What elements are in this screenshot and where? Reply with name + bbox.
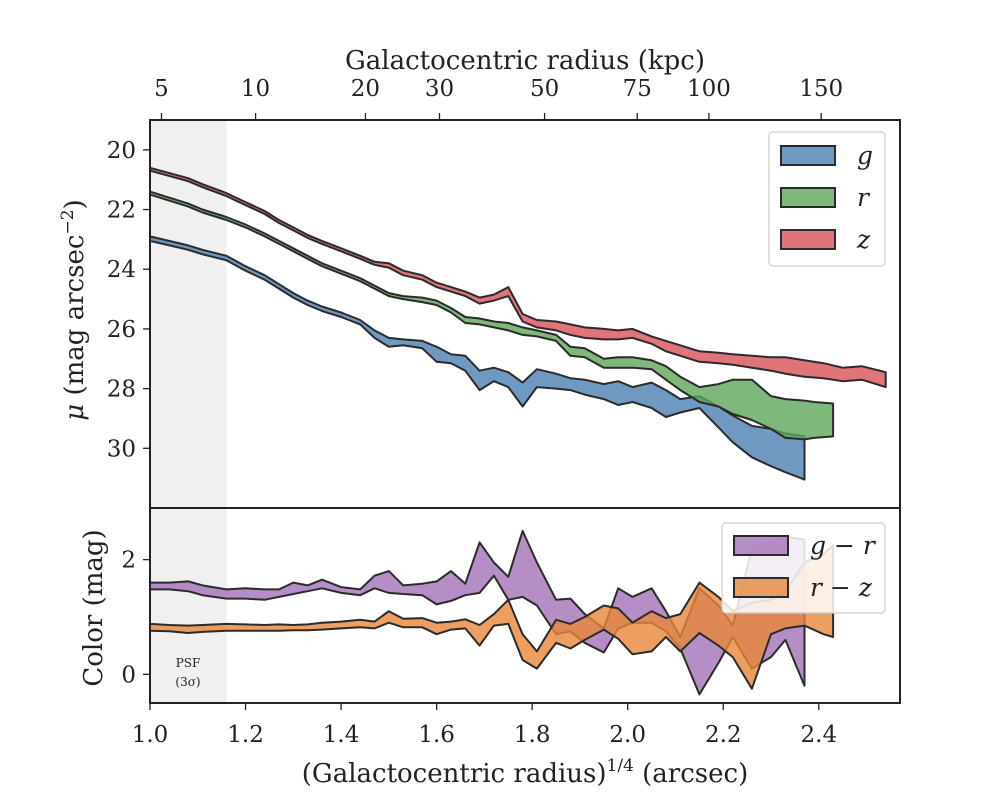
x-tick-label: 2.2 — [705, 722, 742, 748]
x-tick-label: 2.4 — [801, 722, 838, 748]
ylabel-close: ) — [60, 199, 90, 209]
legend-swatch-gr — [733, 535, 789, 556]
bottom-panel-frame — [149, 507, 901, 704]
y-tick-label: 20 — [107, 138, 136, 164]
surface-brightness-band-g — [149, 235, 806, 481]
surface-brightness-band-z — [149, 166, 887, 389]
xlabel-text: (Galactocentric radius) — [302, 759, 607, 789]
psf-shaded-region — [150, 120, 227, 508]
color-panel: 02 1.0 1.2 1.4 1.6 1.8 2.0 2.2 2.4 Color (mag) … — [79, 507, 901, 789]
mu-symbol: μ — [60, 404, 90, 421]
top-x-tick-label: 10 — [241, 76, 270, 102]
color-band-rz — [149, 544, 835, 690]
bottom-legend: g − r r − z — [721, 522, 886, 614]
y-tick-label: 30 — [107, 436, 136, 462]
psf-shaded-region — [150, 508, 227, 703]
top-x-tick-label: 75 — [623, 76, 652, 102]
top-x-tick-label: 100 — [687, 76, 731, 102]
y-tick-label: 26 — [107, 317, 136, 343]
color-axis-label: Color (mag) — [79, 529, 109, 686]
x-tick-label: 1.4 — [323, 722, 360, 748]
color-band-gr — [149, 529, 806, 696]
top-x-tick-label: 150 — [799, 76, 843, 102]
legend-label: g — [857, 141, 873, 170]
xlabel-exponent: 1/4 — [607, 756, 634, 776]
top-x-tick-label: 50 — [530, 76, 559, 102]
surface-brightness-panel: 20 22 24 26 28 30 5 10 20 30 50 75 100 150 Galactoce… — [58, 46, 901, 509]
x-tick-label: 2.0 — [609, 722, 646, 748]
x-tick-label: 1.8 — [514, 722, 551, 748]
surface-brightness-band-r — [149, 190, 835, 441]
y-tick-label: 28 — [107, 377, 136, 403]
legend-label: g − r — [810, 531, 877, 560]
surface-brightness-axis-label: μ (mag arcsec−2) — [58, 199, 90, 420]
legend-swatch-g — [780, 145, 836, 166]
ylabel-text: (mag arcsec — [60, 235, 90, 396]
legend-swatch-z — [780, 229, 836, 250]
legend-label: r − z — [810, 573, 873, 602]
top-x-tick-label: 5 — [154, 76, 169, 102]
top-legend: grz — [768, 131, 886, 267]
legend-label: z — [856, 225, 871, 254]
ylabel-exponent: −2 — [58, 209, 78, 234]
color-y-tick-label: 2 — [121, 548, 136, 574]
legend-swatch-r — [780, 187, 836, 208]
y-tick-label: 22 — [107, 198, 136, 224]
color-y-tick-label: 0 — [121, 662, 136, 688]
x-tick-label: 1.2 — [227, 722, 264, 748]
legend-swatch-rz — [733, 577, 789, 598]
xlabel-unit: (arcsec) — [642, 759, 748, 789]
y-tick-label: 24 — [107, 257, 136, 283]
top-x-tick-label: 20 — [351, 76, 380, 102]
psf-annotation: PSF — [176, 656, 201, 670]
legend-label: r — [857, 183, 871, 212]
x-tick-label: 1.6 — [418, 722, 455, 748]
top-axis-label: Galactocentric radius (kpc) — [345, 46, 705, 76]
x-tick-label: 1.0 — [132, 722, 169, 748]
psf-annotation-sigma: (3σ) — [175, 675, 200, 689]
top-x-tick-label: 30 — [425, 76, 454, 102]
bottom-axis-label: (Galactocentric radius)1/4 (arcsec) — [302, 756, 748, 789]
